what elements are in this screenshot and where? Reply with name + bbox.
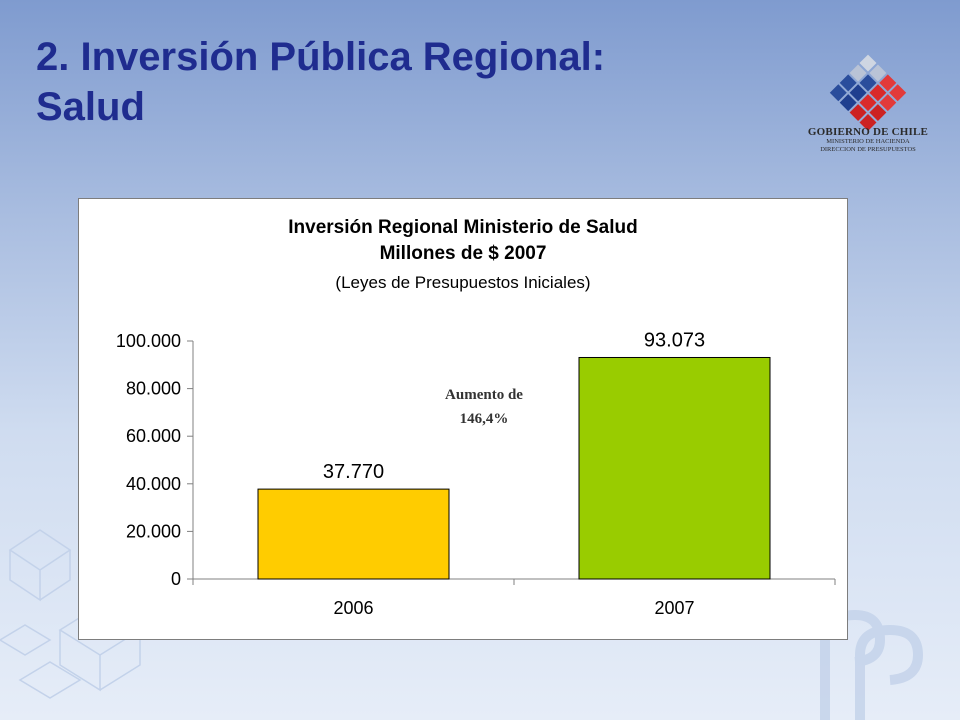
data-label-2007: 93.073: [644, 329, 705, 351]
data-label-2006: 37.770: [323, 461, 384, 483]
bar-chart: 0 20.000 40.000 60.000 80.000 100.000 37.770 20…: [116, 329, 836, 618]
chart-subtitle: Millones de $ 2007: [379, 243, 547, 264]
y-tick-label: 80.000: [126, 379, 181, 399]
logo-text: GOBIERNO DE CHILE MINISTERIO DE HACIENDA…: [806, 126, 930, 154]
x-tick-label-2006: 2006: [333, 598, 373, 618]
page-title-line2: Salud: [36, 85, 145, 129]
annotation-line2: 146,4%: [459, 411, 509, 427]
logo-subtitle-1: MINISTERIO DE HACIENDA: [826, 138, 910, 145]
x-tick-label-2007: 2007: [654, 598, 694, 618]
page-title: 2. Inversión Pública Regional: Salud: [36, 32, 605, 132]
chart-title: Inversión Regional Ministerio de Salud: [288, 217, 638, 238]
logo-subtitle-2: DIRECCION DE PRESUPUESTOS: [820, 146, 916, 153]
gobierno-chile-logo: [829, 54, 907, 131]
chart-subtitle-2: (Leyes de Presupuestos Iniciales): [335, 273, 591, 292]
bar-2006: [257, 488, 450, 580]
chart-panel: Inversión Regional Ministerio de Salud M…: [78, 198, 848, 640]
logo-name: GOBIERNO DE CHILE: [807, 126, 929, 138]
bar-2007: [578, 356, 771, 580]
y-tick-label: 40.000: [126, 474, 181, 494]
page-title-line1: 2. Inversión Pública Regional:: [36, 35, 606, 79]
annotation-line1: Aumento de: [445, 387, 523, 403]
y-tick-label: 0: [171, 569, 181, 589]
y-tick-label: 100.000: [116, 331, 181, 351]
increase-annotation: Aumento de 146,4%: [419, 383, 549, 431]
y-tick-label: 20.000: [126, 521, 181, 541]
y-tick-label: 60.000: [126, 426, 181, 446]
